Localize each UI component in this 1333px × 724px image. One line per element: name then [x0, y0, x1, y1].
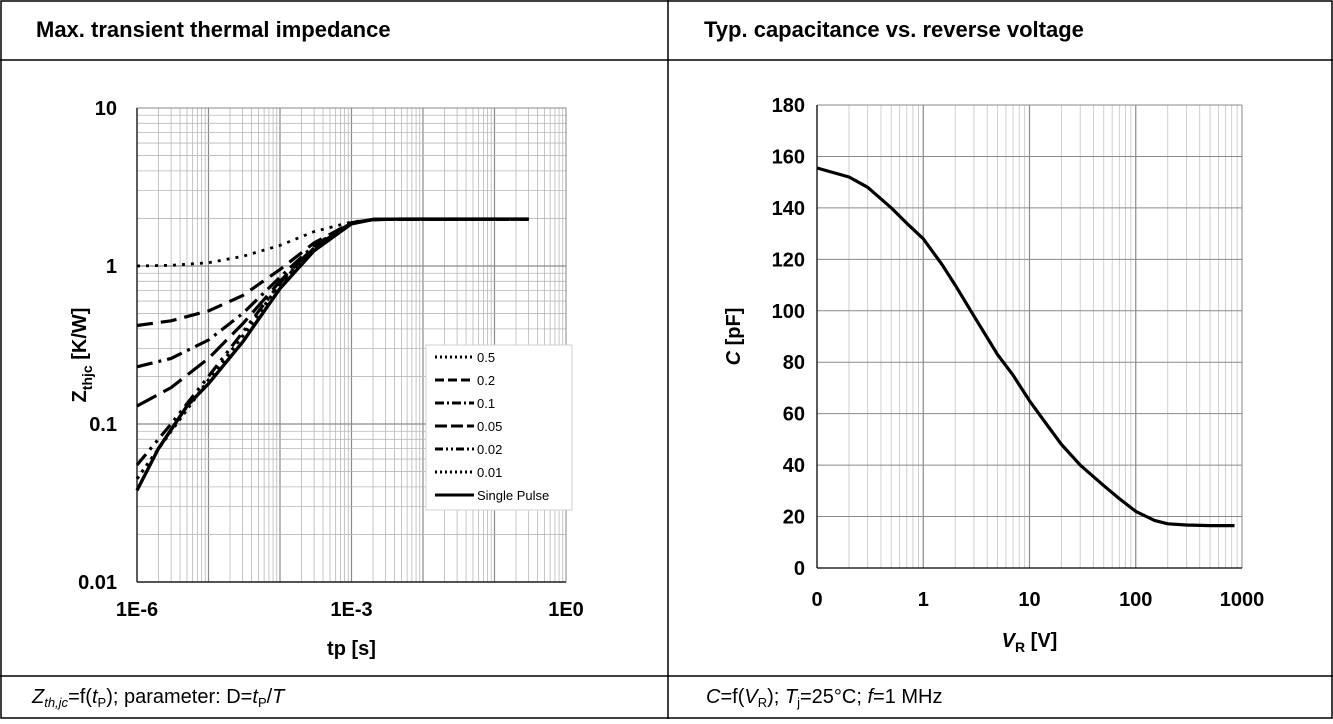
- legend-label: 0.02: [477, 442, 502, 457]
- x-axis-label-main: V: [1002, 630, 1017, 652]
- y-tick-label: 40: [783, 455, 805, 477]
- y-tick-label: 20: [783, 507, 805, 529]
- y-tick-label: 1: [106, 256, 117, 278]
- caption-sep: );: [767, 686, 785, 708]
- y-tick-label: 100: [772, 301, 805, 323]
- left-panel-caption: Zth,jc=f(tP); parameter: D=tP/T: [0, 676, 668, 719]
- x-tick-label: 1000: [1220, 589, 1265, 611]
- caption-c: C: [706, 686, 721, 708]
- x-tick-label: 10: [1018, 589, 1040, 611]
- series-line-single-pulse: [135, 217, 529, 492]
- x-axis-label-sub: R: [1015, 639, 1025, 655]
- x-tick-label: 100: [1119, 589, 1152, 611]
- caption-eq: =f(: [68, 686, 92, 708]
- thermal-impedance-chart: 1E-6 1E-3 1E0 0.01 0.1 1 10 tp [s] Zthjc [K/W] 0.…: [69, 98, 584, 660]
- y-tick-label: 0.1: [89, 414, 117, 436]
- caption-tj: T: [784, 686, 798, 708]
- y-tick-label: 140: [772, 198, 805, 220]
- y-axis-label-unit: [K/W]: [69, 308, 91, 366]
- y-tick-label: 120: [772, 249, 805, 271]
- y-axis-label-unit: [pF]: [723, 308, 745, 351]
- y-tick-label: 60: [783, 404, 805, 426]
- y-tick-label: 160: [772, 146, 805, 168]
- caption-t2-sub: P: [257, 695, 267, 710]
- right-panel-caption: C=f(VR); Tj=25°C; f=1 MHz: [668, 676, 1333, 719]
- y-tick-label: 0: [794, 558, 805, 580]
- series-line-0.5: [136, 217, 529, 268]
- x-tick-label: 1E-3: [330, 599, 372, 621]
- left-panel-title: Max. transient thermal impedance: [36, 17, 391, 42]
- caption-tj-sub: j: [797, 695, 800, 710]
- series-line-0.1: [136, 217, 529, 369]
- caption-f: f: [867, 686, 874, 708]
- caption-tj-value: =25°C;: [799, 686, 868, 708]
- y-tick-label: 0.01: [78, 572, 117, 594]
- x-tick-label: 1: [918, 589, 929, 611]
- series-group: [135, 217, 529, 492]
- y-axis-label-main: C: [723, 350, 745, 365]
- y-tick-label: 180: [772, 95, 805, 117]
- y-tick-label: 80: [783, 352, 805, 374]
- x-axis-label: tp [s]: [327, 638, 376, 660]
- caption-c-eq: =f(: [720, 686, 745, 708]
- y-axis-label: C [pF]: [723, 308, 745, 366]
- caption-slash: /: [266, 686, 273, 708]
- legend-label: 0.01: [477, 465, 502, 480]
- caption-t2: t: [252, 686, 258, 708]
- caption-f-value: =1 MHz: [873, 686, 943, 708]
- caption-z-sub: th,jc: [44, 695, 69, 710]
- caption-t-sub: P: [97, 695, 107, 710]
- caption-t: t: [91, 686, 98, 708]
- x-tick-label: 1E-6: [116, 599, 158, 621]
- legend-label: Single Pulse: [477, 488, 549, 503]
- legend-label: 0.5: [477, 350, 495, 365]
- right-grid: [816, 104, 1242, 569]
- y-axis-label-sub: thjc: [79, 365, 95, 390]
- x-tick-label: 0: [811, 589, 822, 611]
- x-axis-label-unit: [V]: [1025, 630, 1057, 652]
- x-axis-label: VR [V]: [1002, 630, 1058, 655]
- legend: 0.5 0.2 0.1 0.05 0.02 0.01 Single Pulse: [425, 344, 573, 511]
- caption-param: ); parameter: D=: [106, 686, 253, 708]
- caption-period: T: [272, 686, 285, 708]
- caption-v-sub: R: [757, 695, 768, 710]
- capacitance-curve: [816, 166, 1235, 528]
- series-line-0.01: [135, 217, 529, 480]
- legend-box: [425, 344, 573, 511]
- y-tick-label: 10: [95, 98, 117, 120]
- legend-label: 0.05: [477, 419, 502, 434]
- x-tick-label: 1E0: [548, 599, 584, 621]
- caption-z: Z: [32, 686, 45, 708]
- y-axis-label-main: Z: [69, 390, 91, 402]
- series-line-0.02: [135, 217, 529, 467]
- caption-v: V: [744, 686, 758, 708]
- right-panel-title: Typ. capacitance vs. reverse voltage: [704, 17, 1084, 42]
- capacitance-chart: 0 1 10 100 1000 0 20 40 60 80 100 120 140 160 180 VR [V…: [723, 95, 1265, 655]
- y-axis-label: Zthjc [K/W]: [69, 308, 95, 403]
- legend-label: 0.1: [477, 396, 495, 411]
- legend-label: 0.2: [477, 373, 495, 388]
